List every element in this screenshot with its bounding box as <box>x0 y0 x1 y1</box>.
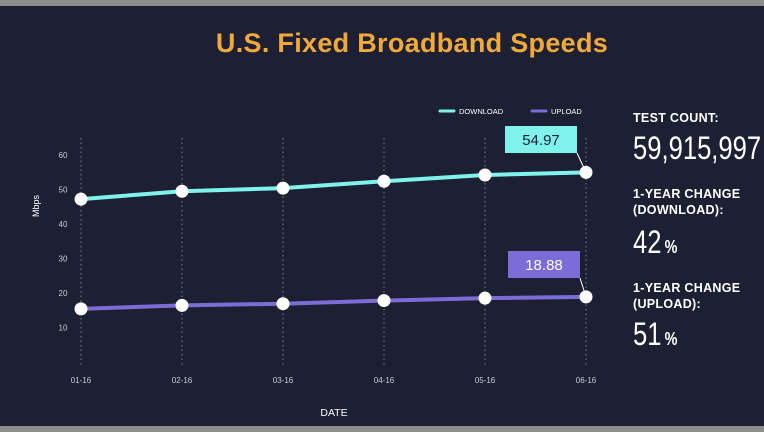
upload-line <box>79 294 588 311</box>
x-tick-label: 06-16 <box>576 376 597 385</box>
y-tick-label: 10 <box>59 324 68 333</box>
upload-point <box>377 294 391 308</box>
chart-panel <box>0 6 764 426</box>
legend-label-download: DOWNLOAD <box>459 107 504 116</box>
download-callout-leader <box>576 152 587 173</box>
y-tick-label: 60 <box>59 151 68 160</box>
x-tick-label: 01-16 <box>71 376 92 385</box>
chart-title: U.S. Fixed Broadband Speeds <box>215 28 609 58</box>
test-count-value: 59,915,997 <box>633 130 762 166</box>
download-callout-box <box>505 126 577 153</box>
upload-change-label: 1-YEAR CHANGE (UPLOAD): <box>633 281 741 311</box>
download-point <box>276 181 290 195</box>
download-point <box>377 174 391 188</box>
upload-point <box>478 291 492 305</box>
download-point <box>74 192 88 206</box>
y-tick-label: 30 <box>59 255 68 264</box>
upload-point <box>276 297 290 311</box>
x-tick-label: 03-16 <box>273 376 294 385</box>
upload-change-value: 51% <box>633 316 678 352</box>
upload-point <box>74 302 88 316</box>
download-line <box>79 170 588 202</box>
download-change-value: 42% <box>633 224 678 260</box>
download-change-label: 1-YEAR CHANGE (DOWNLOAD): <box>633 187 741 217</box>
y-axis-label: Mbps <box>31 195 41 218</box>
x-axis-label: DATE <box>320 407 347 419</box>
x-tick-label: 02-16 <box>172 376 193 385</box>
x-tick-label: 05-16 <box>475 376 496 385</box>
upload-callout-value: 18.88 <box>525 257 563 274</box>
upload-callout-box <box>508 251 580 278</box>
y-tick-label: 20 <box>59 289 68 298</box>
download-callout-value: 54.97 <box>522 132 560 149</box>
upload-callout-leader <box>579 277 587 298</box>
y-tick-label: 50 <box>59 186 68 195</box>
download-point <box>175 184 189 198</box>
download-point <box>478 168 492 182</box>
y-tick-label: 40 <box>59 220 68 229</box>
legend-label-upload: UPLOAD <box>551 107 582 116</box>
upload-point <box>175 298 189 312</box>
x-tick-label: 04-16 <box>374 376 395 385</box>
test-count-label: TEST COUNT: <box>633 111 719 125</box>
